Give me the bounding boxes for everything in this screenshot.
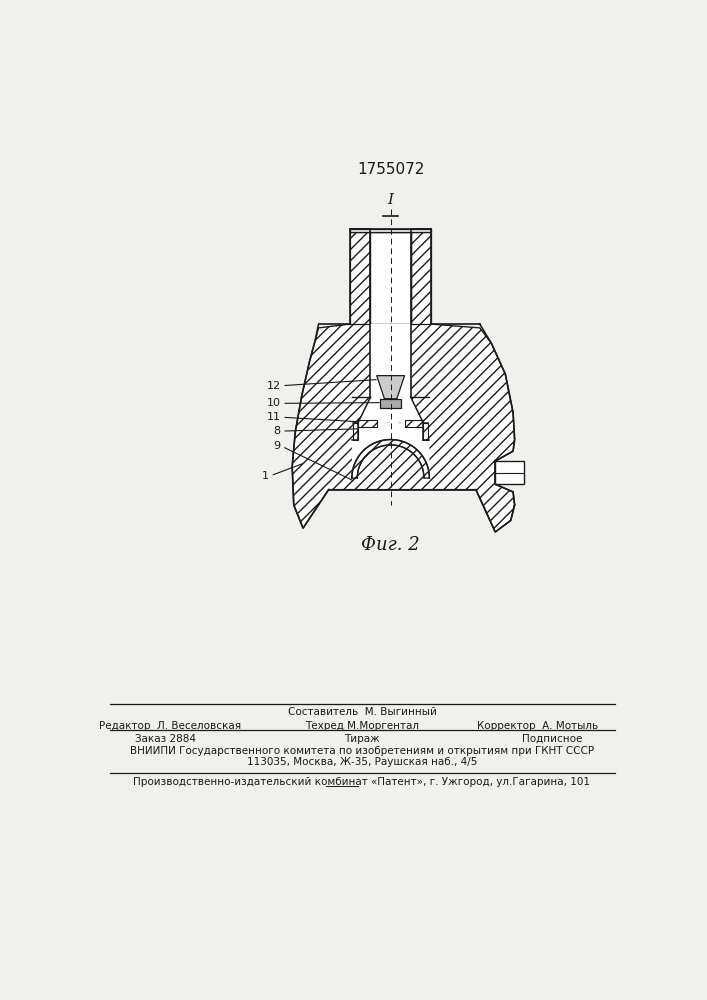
Text: 8: 8 bbox=[274, 426, 281, 436]
Polygon shape bbox=[423, 423, 428, 440]
Text: ВНИИПИ Государственного комитета по изобретениям и открытиям при ГКНТ СССР: ВНИИПИ Государственного комитета по изоб… bbox=[130, 746, 594, 756]
Text: Фиг. 2: Фиг. 2 bbox=[361, 536, 420, 554]
Bar bbox=[495, 461, 524, 484]
Bar bbox=[370, 324, 411, 397]
Text: Тираж: Тираж bbox=[344, 734, 380, 744]
Polygon shape bbox=[377, 376, 404, 399]
Polygon shape bbox=[358, 423, 423, 440]
Text: 12: 12 bbox=[267, 381, 281, 391]
Polygon shape bbox=[352, 440, 429, 478]
Text: Редактор  Л. Веселовская: Редактор Л. Веселовская bbox=[99, 721, 241, 731]
Text: Составитель  М. Выгинный: Составитель М. Выгинный bbox=[288, 707, 436, 717]
Text: 113035, Москва, Ж-35, Раушская наб., 4/5: 113035, Москва, Ж-35, Раушская наб., 4/5 bbox=[247, 757, 477, 767]
Polygon shape bbox=[411, 232, 431, 324]
Text: I: I bbox=[387, 193, 394, 207]
Bar bbox=[370, 232, 411, 324]
Text: 9: 9 bbox=[274, 441, 281, 451]
Text: 1: 1 bbox=[262, 471, 269, 481]
Polygon shape bbox=[292, 324, 515, 532]
Polygon shape bbox=[354, 423, 358, 440]
Bar bbox=[351, 229, 431, 232]
Text: Заказ 2884: Заказ 2884 bbox=[135, 734, 196, 744]
Polygon shape bbox=[358, 420, 377, 427]
Bar bbox=[380, 399, 402, 408]
Text: Корректор  А. Мотыль: Корректор А. Мотыль bbox=[477, 721, 599, 731]
Text: 10: 10 bbox=[267, 398, 281, 408]
Polygon shape bbox=[352, 440, 429, 478]
Text: Техред М.Моргентал: Техред М.Моргентал bbox=[305, 721, 419, 731]
Polygon shape bbox=[351, 232, 370, 324]
Polygon shape bbox=[404, 420, 423, 427]
Polygon shape bbox=[358, 397, 423, 423]
Text: 11: 11 bbox=[267, 412, 281, 422]
Text: Производственно-издательский комбинат «Патент», г. Ужгород, ул.Гагарина, 101: Производственно-издательский комбинат «П… bbox=[134, 777, 590, 787]
Text: Подписное: Подписное bbox=[522, 734, 583, 744]
Text: 1755072: 1755072 bbox=[357, 162, 424, 177]
